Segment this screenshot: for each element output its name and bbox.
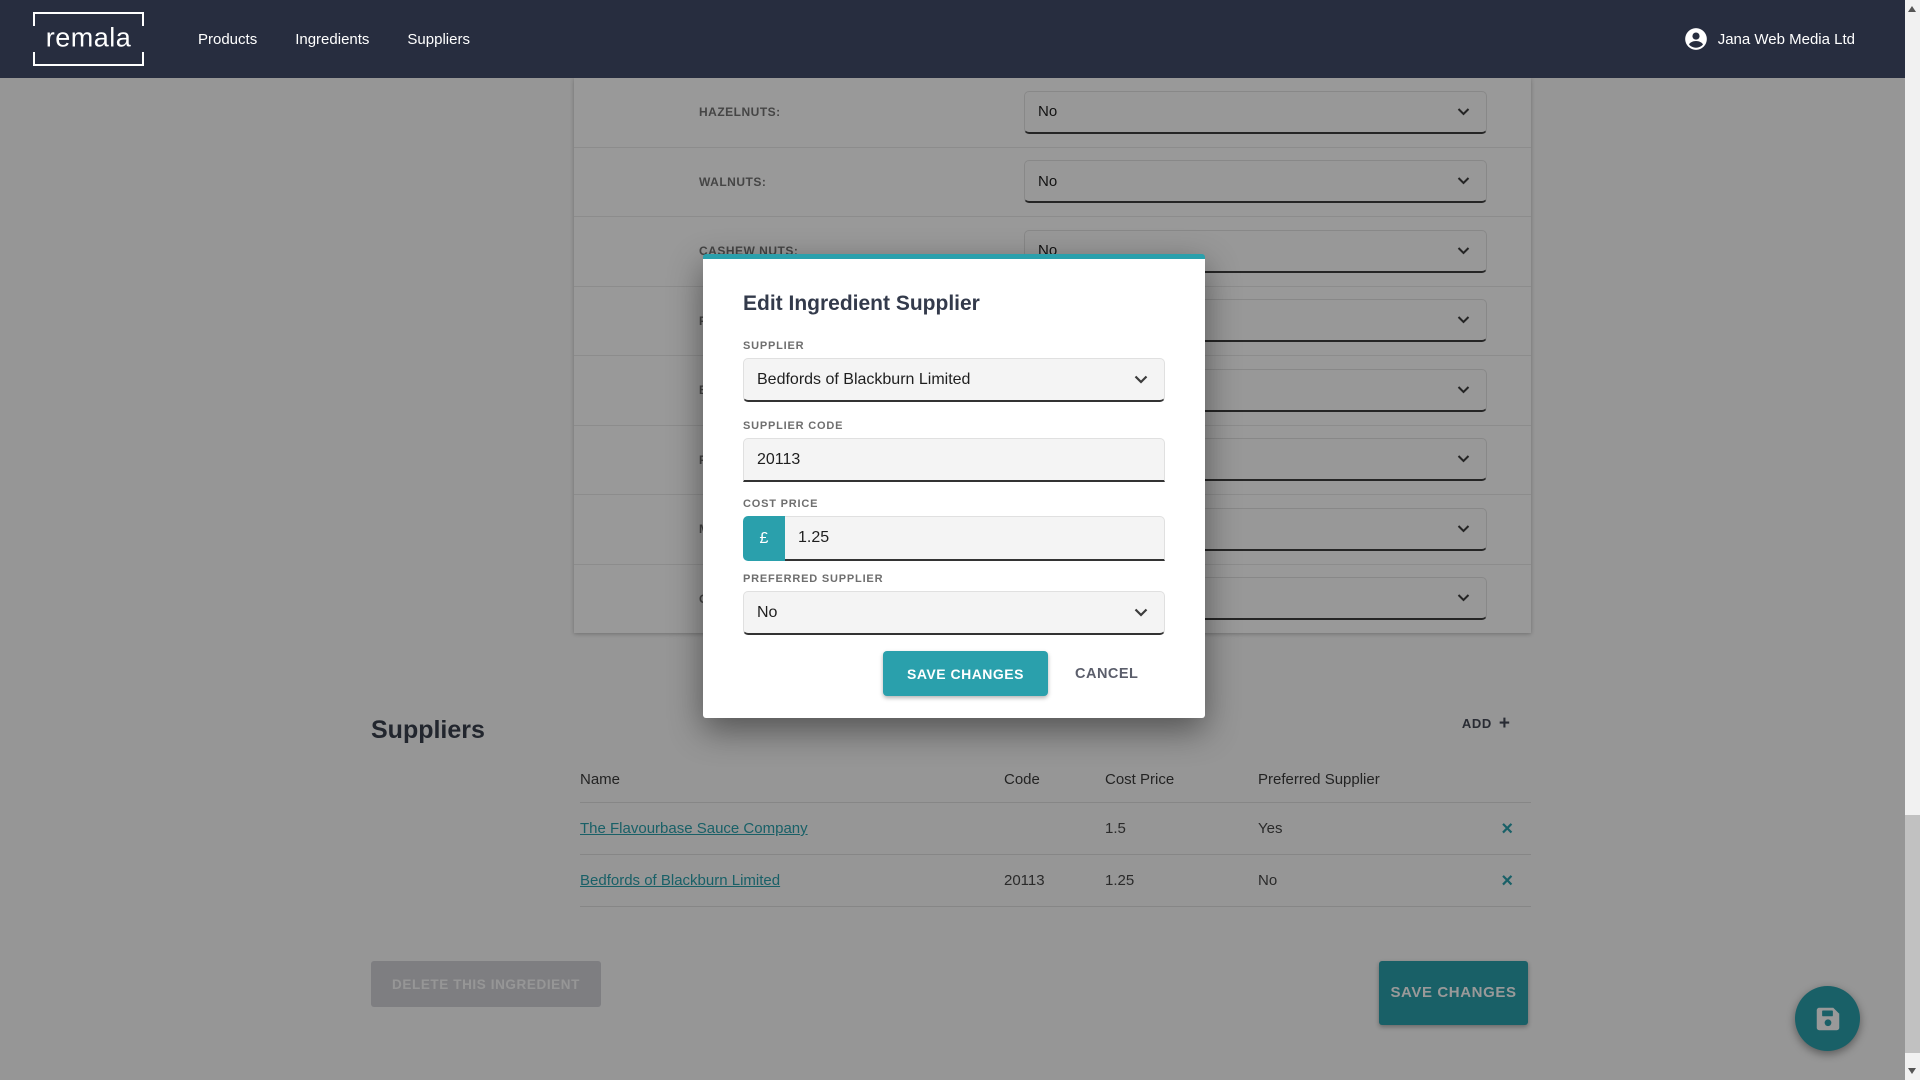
chevron-down-icon xyxy=(1457,594,1470,602)
preferred-supplier-select[interactable]: No xyxy=(743,591,1165,635)
account-menu[interactable]: Jana Web Media Ltd xyxy=(1683,0,1855,78)
cost-price-field: £ xyxy=(743,516,1165,561)
modal-save-button[interactable]: SAVE CHANGES xyxy=(883,651,1048,696)
account-icon xyxy=(1684,28,1707,50)
allergen-row: WALNUTS: No xyxy=(574,146,1531,217)
remove-supplier-icon[interactable]: × xyxy=(1501,817,1513,840)
remala-logo[interactable]: remala xyxy=(33,12,144,66)
top-navbar: remala Products Ingredients Suppliers Ja… xyxy=(0,0,1920,78)
scroll-down-arrow-icon[interactable] xyxy=(1908,1068,1916,1074)
supplier-label: SUPPLIER xyxy=(743,340,805,352)
modal-actions: SAVE CHANGES CANCEL xyxy=(743,651,1165,696)
supplier-cost-cell: 1.25 xyxy=(1105,872,1135,889)
chevron-down-icon xyxy=(1457,247,1470,255)
nav-item-ingredients[interactable]: Ingredients xyxy=(295,30,370,48)
chevron-down-icon xyxy=(1134,375,1148,384)
chevron-down-icon xyxy=(1457,316,1470,324)
chevron-down-icon xyxy=(1457,455,1470,463)
chevron-down-icon xyxy=(1457,525,1470,533)
table-header-row: Name Code Cost Price Preferred Supplier xyxy=(580,756,1531,803)
suppliers-heading: Suppliers xyxy=(371,716,485,744)
supplier-select[interactable]: Bedfords of Blackburn Limited xyxy=(743,358,1165,402)
allergen-select-value: No xyxy=(1038,172,1058,190)
suppliers-table: Name Code Cost Price Preferred Supplier … xyxy=(580,756,1531,907)
column-header-name: Name xyxy=(580,770,621,788)
column-header-preferred: Preferred Supplier xyxy=(1258,770,1380,788)
cost-price-label: COST PRICE xyxy=(743,498,819,510)
add-supplier-label: ADD xyxy=(1461,716,1492,731)
supplier-select-value: Bedfords of Blackburn Limited xyxy=(757,370,971,388)
table-row: Bedfords of Blackburn Limited 20113 1.25… xyxy=(580,855,1531,907)
nav-item-products[interactable]: Products xyxy=(198,30,258,48)
scrollbar-thumb[interactable] xyxy=(1905,815,1920,1053)
cost-price-input[interactable] xyxy=(785,516,1165,561)
add-supplier-button[interactable]: ADD + xyxy=(1462,714,1510,733)
column-header-cost-price: Cost Price xyxy=(1105,770,1175,788)
preferred-supplier-label: PREFERRED SUPPLIER xyxy=(743,573,884,585)
chevron-down-icon xyxy=(1457,108,1470,116)
logo-text: remala xyxy=(45,22,132,53)
scrollbar[interactable] xyxy=(1905,0,1920,1080)
table-row: The Flavourbase Sauce Company 1.5 Yes × xyxy=(580,803,1531,855)
plus-icon: + xyxy=(1498,713,1510,734)
preferred-supplier-value: No xyxy=(757,603,778,621)
chevron-down-icon xyxy=(1457,177,1470,185)
supplier-preferred-cell: Yes xyxy=(1258,820,1283,837)
edit-ingredient-supplier-modal: Edit Ingredient Supplier SUPPLIER Bedfor… xyxy=(703,254,1205,718)
scroll-up-arrow-icon[interactable] xyxy=(1908,6,1916,12)
save-icon xyxy=(1816,1007,1839,1030)
delete-ingredient-button[interactable]: DELETE THIS INGREDIENT xyxy=(371,961,601,1007)
account-name: Jana Web Media Ltd xyxy=(1717,30,1855,48)
allergen-label: WALNUTS: xyxy=(699,174,767,189)
supplier-code-label: SUPPLIER CODE xyxy=(743,420,844,432)
allergen-select[interactable]: No xyxy=(1024,90,1487,134)
allergen-label: HAZELNUTS: xyxy=(699,105,781,120)
allergen-select[interactable]: No xyxy=(1024,160,1487,204)
allergen-row: HAZELNUTS: No xyxy=(574,78,1531,147)
save-changes-page-button[interactable]: SAVE CHANGES xyxy=(1379,961,1528,1025)
remove-supplier-icon[interactable]: × xyxy=(1501,869,1513,892)
supplier-preferred-cell: No xyxy=(1258,872,1278,889)
currency-prefix: £ xyxy=(743,516,785,561)
supplier-cost-cell: 1.5 xyxy=(1105,820,1126,837)
column-header-code: Code xyxy=(1004,770,1040,788)
supplier-code-cell: 20113 xyxy=(1004,872,1045,889)
supplier-code-input[interactable] xyxy=(743,438,1165,482)
allergen-select-value: No xyxy=(1038,103,1058,121)
supplier-link[interactable]: Bedfords of Blackburn Limited xyxy=(580,872,781,889)
chevron-down-icon xyxy=(1134,608,1148,617)
save-fab-button[interactable] xyxy=(1795,986,1860,1051)
nav-links: Products Ingredients Suppliers xyxy=(198,31,470,48)
chevron-down-icon xyxy=(1457,386,1470,394)
nav-item-suppliers[interactable]: Suppliers xyxy=(407,30,470,48)
modal-cancel-button[interactable]: CANCEL xyxy=(1075,665,1139,682)
supplier-link[interactable]: The Flavourbase Sauce Company xyxy=(580,820,808,837)
modal-title: Edit Ingredient Supplier xyxy=(743,292,980,315)
